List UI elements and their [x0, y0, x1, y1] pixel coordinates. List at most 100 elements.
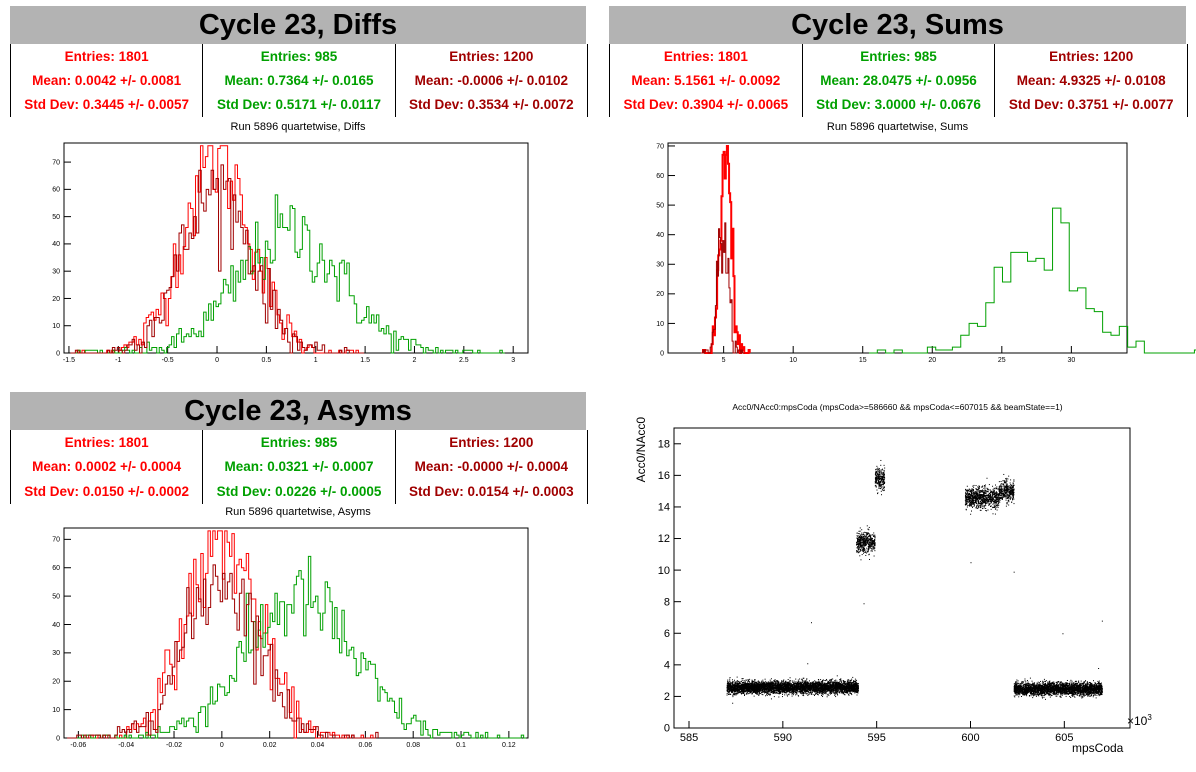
- scatter-point: [799, 682, 801, 684]
- scatter-point: [778, 690, 780, 692]
- scatter-point: [782, 681, 784, 683]
- scatter-point: [831, 684, 833, 686]
- scatter-point: [784, 681, 786, 683]
- scatter-point: [847, 679, 849, 681]
- stat-entries: Entries: 1801: [64, 48, 149, 64]
- scatter-point: [736, 685, 738, 687]
- scatter-point: [836, 684, 838, 686]
- scatter-point: [825, 692, 827, 694]
- scatter-point: [736, 682, 738, 684]
- scatter-point: [799, 681, 801, 683]
- scatter-point: [854, 690, 856, 692]
- scatter-point: [805, 680, 807, 682]
- scatter-point: [806, 685, 808, 687]
- scatter-point: [805, 693, 807, 695]
- scatter-point: [810, 688, 812, 690]
- scatter-point: [728, 684, 730, 686]
- scatter-point: [848, 683, 850, 685]
- scatter-point: [775, 687, 777, 689]
- scatter-point: [777, 683, 779, 685]
- scatter-point: [752, 681, 754, 683]
- scatter-point: [842, 692, 844, 694]
- scatter-point: [761, 684, 763, 686]
- scatter-point: [735, 686, 737, 688]
- scatter-point: [828, 688, 830, 690]
- scatter-point: [789, 692, 791, 694]
- scatter-point: [807, 695, 809, 697]
- scatter-point: [737, 683, 739, 685]
- scatter-point: [840, 688, 842, 690]
- scatter-point: [852, 682, 854, 684]
- scatter-point: [732, 691, 734, 693]
- diffs-stats-red: Entries: 1801 Mean: 0.0042 +/- 0.0081 St…: [11, 44, 204, 117]
- scatter-point: [846, 690, 848, 692]
- scatter-point: [846, 685, 848, 687]
- scatter-point: [784, 694, 786, 696]
- scatter-point: [798, 688, 800, 690]
- scatter-point: [846, 687, 848, 689]
- scatter-point: [765, 684, 767, 686]
- scatter-point: [753, 688, 755, 690]
- scatter-point: [791, 688, 793, 690]
- scatter-point: [817, 681, 819, 683]
- scatter-point: [764, 687, 766, 689]
- scatter-point: [762, 688, 764, 690]
- scatter-point: [736, 687, 738, 689]
- y-tick-label: 40: [52, 241, 60, 248]
- scatter-point: [768, 683, 770, 685]
- scatter-point: [761, 681, 763, 683]
- scatter-point: [728, 686, 730, 688]
- scatter-point: [751, 682, 753, 684]
- scatter-point: [748, 683, 750, 685]
- scatter-point: [757, 683, 759, 685]
- scatter-point: [816, 687, 818, 689]
- scatter-point: [803, 677, 805, 679]
- scatter-point: [792, 686, 794, 688]
- scatter-point: [747, 685, 749, 687]
- scatter-point: [781, 682, 783, 684]
- scatter-point: [830, 682, 832, 684]
- scatter-point: [792, 687, 794, 689]
- scatter-point: [742, 678, 744, 680]
- scatter-point: [820, 684, 822, 686]
- scatter-point: [845, 685, 847, 687]
- scatter-point: [783, 682, 785, 684]
- scatter-point: [814, 690, 816, 692]
- scatter-point: [817, 693, 819, 695]
- scatter-point: [848, 688, 850, 690]
- scatter-point: [743, 680, 745, 682]
- scatter-point: [756, 691, 758, 693]
- scatter-point: [729, 686, 731, 688]
- scatter-point: [747, 683, 749, 685]
- scatter-point: [828, 682, 830, 684]
- hist-series-2: [700, 222, 745, 354]
- scatter-point: [795, 678, 797, 680]
- scatter-point: [751, 693, 753, 695]
- scatter-point: [829, 685, 831, 687]
- scatter-point: [730, 685, 732, 687]
- scatter-point: [842, 690, 844, 692]
- scatter-point: [788, 684, 790, 686]
- scatter-point: [781, 690, 783, 692]
- scatter-point: [732, 681, 734, 683]
- scatter-point: [806, 688, 808, 690]
- scatter-point: [831, 683, 833, 685]
- scatter-point: [776, 680, 778, 682]
- scatter-point: [732, 694, 734, 696]
- scatter-point: [845, 692, 847, 694]
- scatter-point: [822, 684, 824, 686]
- scatter-point: [819, 686, 821, 688]
- scatter-point: [765, 695, 767, 697]
- scatter-point: [812, 690, 814, 692]
- scatter-point: [787, 682, 789, 684]
- scatter-point: [758, 682, 760, 684]
- stat-mean: Mean: -0.0006 +/- 0.0102: [414, 72, 569, 88]
- scatter-point: [855, 681, 857, 683]
- scatter-point: [769, 694, 771, 696]
- scatter-point: [774, 679, 776, 681]
- scatter-point: [832, 682, 834, 684]
- scatter-point: [787, 691, 789, 693]
- scatter-point: [803, 690, 805, 692]
- scatter-point: [847, 690, 849, 692]
